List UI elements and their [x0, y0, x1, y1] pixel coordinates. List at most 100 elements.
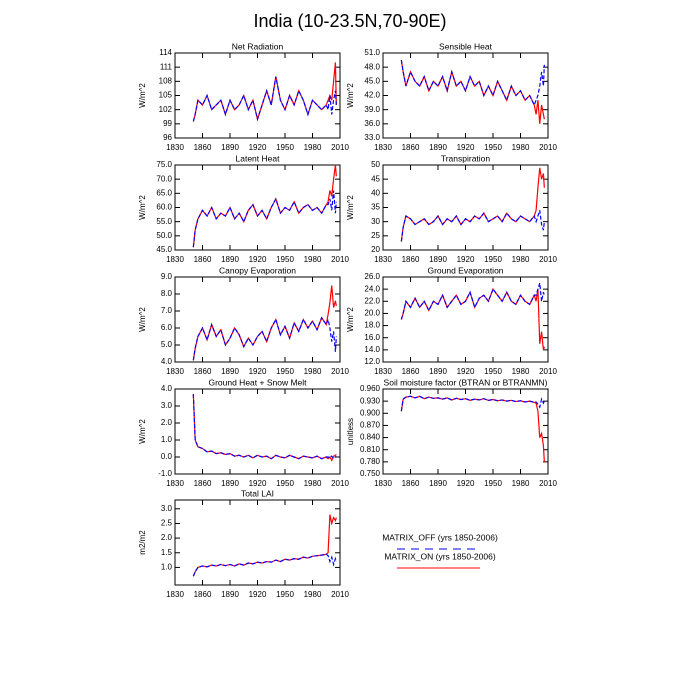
x-tick-label: 1860: [194, 479, 212, 488]
y-tick-label: 3.0: [161, 504, 173, 513]
y-tick-label: 9.0: [161, 272, 173, 281]
y-tick-label: 2.5: [161, 519, 173, 528]
y-tick-label: 26.0: [364, 272, 380, 281]
x-tick-label: 1890: [221, 143, 239, 152]
y-tick-label: 99: [163, 119, 172, 128]
x-tick-label: 1890: [429, 479, 447, 488]
y-tick-label: 108: [159, 76, 173, 85]
y-tick-label: 1.0: [161, 563, 173, 572]
y-axis-label: W/m^2: [138, 419, 147, 444]
y-tick-label: 12.0: [364, 357, 380, 366]
y-axis-label: m2/m2: [138, 530, 147, 555]
y-tick-label: 48.0: [364, 62, 380, 71]
series-line: [192, 76, 337, 122]
x-tick-label: 1980: [304, 255, 322, 264]
y-axis-label: W/m^2: [346, 195, 355, 220]
x-tick-label: 1890: [221, 590, 239, 599]
y-tick-label: 35: [371, 203, 380, 212]
series-line: [192, 553, 337, 577]
series-line: [192, 316, 337, 361]
y-tick-label: 6.0: [161, 323, 173, 332]
x-tick-label: 1980: [512, 479, 530, 488]
x-tick-label: 1950: [484, 367, 502, 376]
y-tick-label: 102: [159, 105, 173, 114]
y-tick-label: -1.0: [158, 469, 172, 478]
y-tick-label: 8.0: [161, 289, 173, 298]
series-line: [400, 210, 545, 242]
y-axis-label: W/m^2: [346, 307, 355, 332]
x-tick-label: 1920: [457, 367, 475, 376]
legend-label: MATRIX_ON (yrs 1850-2006): [384, 551, 495, 561]
y-tick-label: 33.0: [364, 133, 380, 142]
x-tick-label: 1890: [429, 367, 447, 376]
x-tick-label: 1980: [512, 143, 530, 152]
panel-title: Latent Heat: [236, 153, 281, 163]
x-tick-label: 1860: [402, 143, 420, 152]
x-tick-label: 2010: [331, 479, 349, 488]
x-tick-label: 1860: [402, 479, 420, 488]
x-tick-label: 1980: [512, 255, 530, 264]
x-tick-label: 1980: [304, 479, 322, 488]
series-line: [400, 59, 545, 107]
panel-title: Soil moisture factor (BTRAN or BTRANMN): [384, 377, 548, 387]
x-tick-label: 1950: [276, 255, 294, 264]
x-tick-label: 1920: [249, 479, 267, 488]
x-tick-label: 1830: [166, 255, 184, 264]
legend-label: MATRIX_OFF (yrs 1850-2006): [382, 532, 498, 542]
y-tick-label: 42.0: [364, 91, 380, 100]
y-tick-label: 14.0: [364, 345, 380, 354]
series-line: [400, 282, 545, 320]
x-tick-label: 1860: [194, 143, 212, 152]
x-tick-label: 1920: [249, 143, 267, 152]
x-tick-label: 1950: [276, 143, 294, 152]
y-tick-label: 55.0: [156, 217, 172, 226]
y-tick-label: 51.0: [364, 48, 380, 57]
x-tick-label: 2010: [331, 143, 349, 152]
y-tick-label: 36.0: [364, 119, 380, 128]
panel-title: Canopy Evaporation: [219, 265, 296, 275]
y-tick-label: 39.0: [364, 105, 380, 114]
y-tick-label: 0.870: [360, 421, 381, 430]
x-tick-label: 1830: [374, 255, 392, 264]
x-tick-label: 1950: [484, 143, 502, 152]
x-tick-label: 1950: [276, 367, 294, 376]
x-tick-label: 1980: [512, 367, 530, 376]
x-tick-label: 1830: [374, 479, 392, 488]
y-tick-label: 0.810: [360, 445, 381, 454]
series-line: [400, 395, 545, 412]
y-tick-label: 20.0: [364, 309, 380, 318]
y-tick-label: 30: [371, 217, 380, 226]
x-tick-label: 2010: [331, 367, 349, 376]
x-tick-label: 1890: [221, 479, 239, 488]
x-tick-label: 1860: [194, 590, 212, 599]
y-tick-label: 111: [160, 62, 173, 71]
y-tick-label: 1.0: [161, 435, 173, 444]
y-tick-label: 0.0: [161, 452, 173, 461]
panel-title: Sensible Heat: [439, 41, 493, 51]
figure-title: India (10-23.5N,70-90E): [253, 11, 446, 31]
y-tick-label: 105: [159, 91, 173, 100]
y-tick-label: 50.0: [156, 231, 172, 240]
y-tick-label: 70.0: [156, 174, 172, 183]
y-tick-label: 24.0: [364, 284, 380, 293]
x-tick-label: 1920: [457, 479, 475, 488]
y-tick-label: 0.930: [360, 396, 381, 405]
y-axis-label: unitless: [346, 418, 355, 445]
y-tick-label: 96: [163, 133, 172, 142]
x-tick-label: 1980: [304, 367, 322, 376]
y-tick-label: 3.0: [161, 401, 173, 410]
y-tick-label: 45: [371, 174, 380, 183]
x-tick-label: 2010: [539, 367, 557, 376]
series-line: [192, 394, 337, 460]
x-tick-label: 1920: [457, 143, 475, 152]
y-tick-label: 20: [371, 245, 380, 254]
y-axis-label: W/m^2: [138, 307, 147, 332]
y-tick-label: 0.840: [360, 433, 381, 442]
y-tick-label: 7.0: [161, 306, 173, 315]
y-tick-label: 40: [371, 188, 380, 197]
y-tick-label: 16.0: [364, 333, 380, 342]
x-tick-label: 1830: [166, 479, 184, 488]
y-tick-label: 0.900: [360, 408, 381, 417]
panel-title: Total LAI: [241, 488, 274, 498]
